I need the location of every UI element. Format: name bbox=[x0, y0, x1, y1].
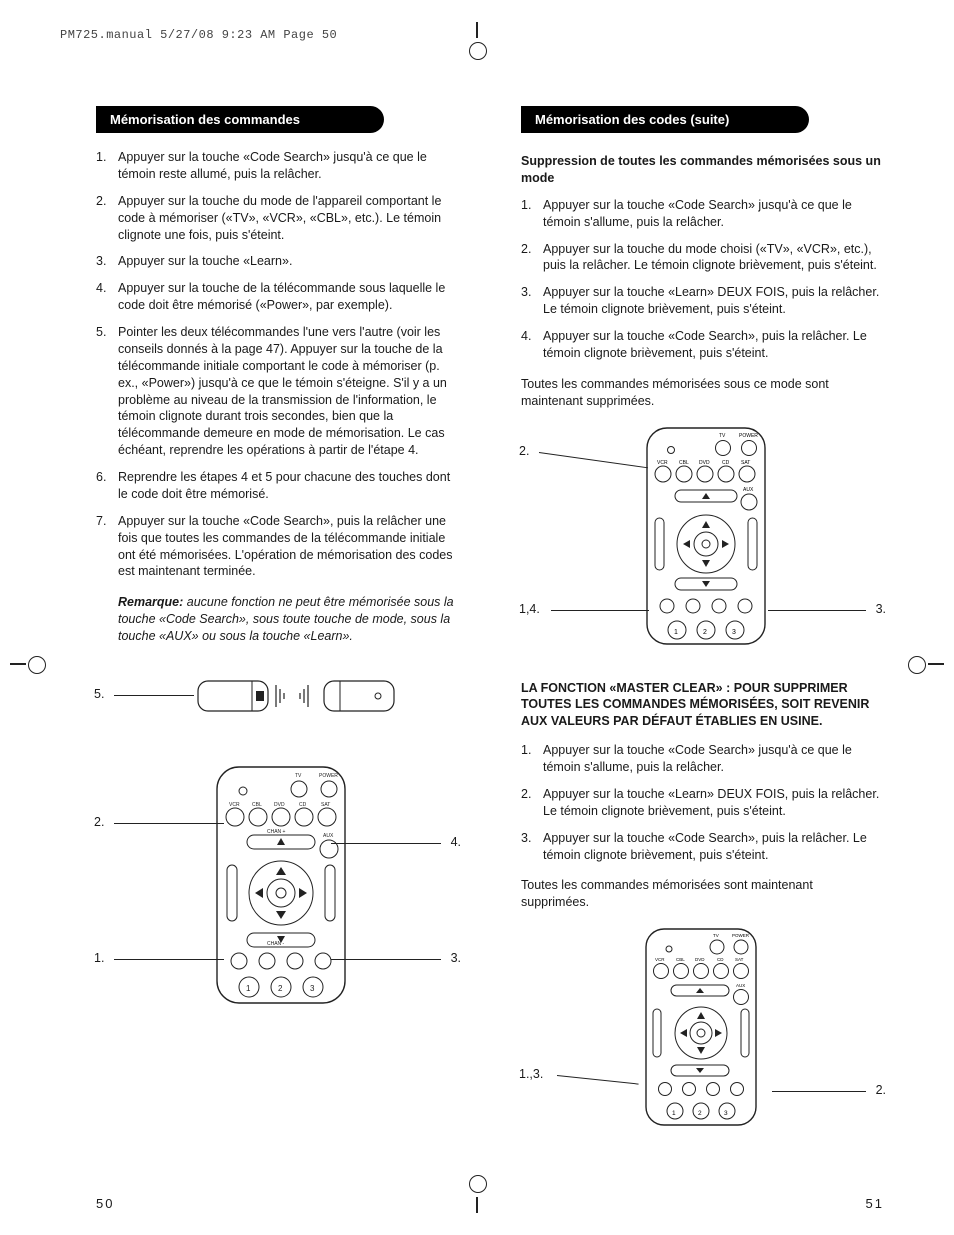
crop-mark-right bbox=[908, 656, 944, 672]
leader-line bbox=[551, 610, 649, 611]
list-item: Appuyer sur la touche «Code Search», pui… bbox=[543, 830, 884, 864]
leader-line bbox=[114, 823, 224, 824]
master-clear-heading: LA FONCTION «MASTER CLEAR» : POUR SUPPRI… bbox=[521, 680, 884, 731]
svg-text:CBL: CBL bbox=[679, 460, 689, 466]
svg-text:CD: CD bbox=[722, 460, 730, 466]
right-subheading: Suppression de toutes les commandes mémo… bbox=[521, 153, 884, 187]
leader-line bbox=[114, 695, 194, 696]
svg-text:TV: TV bbox=[719, 433, 726, 439]
svg-text:1: 1 bbox=[672, 1110, 676, 1117]
page-number-left: 50 bbox=[96, 1196, 114, 1211]
callout-label: 4. bbox=[451, 835, 461, 849]
list-item: Reprendre les étapes 4 et 5 pour chacune… bbox=[118, 469, 459, 503]
callout-label: 2. bbox=[94, 815, 104, 829]
svg-text:CBL: CBL bbox=[252, 802, 262, 808]
remote-icon: TV POWER VCR CBL DVD CD SAT AUX bbox=[641, 927, 761, 1127]
list-item: Appuyer sur la touche du mode de l'appar… bbox=[118, 193, 459, 244]
svg-text:3: 3 bbox=[724, 1110, 728, 1117]
left-steps: Appuyer sur la touche «Code Search» jusq… bbox=[96, 149, 459, 580]
svg-text:2: 2 bbox=[278, 984, 283, 993]
right-steps-b: Appuyer sur la touche «Code Search» jusq… bbox=[521, 742, 884, 863]
list-item: Appuyer sur la touche «Code Search» jusq… bbox=[543, 742, 884, 776]
callout-label: 5. bbox=[94, 687, 104, 701]
svg-text:AUX: AUX bbox=[743, 487, 754, 493]
svg-text:SAT: SAT bbox=[321, 802, 330, 808]
leader-line bbox=[557, 1075, 639, 1085]
remark-label: Remarque: bbox=[118, 595, 183, 609]
callout-label: 2. bbox=[519, 444, 529, 458]
right-steps-a: Appuyer sur la touche «Code Search» jusq… bbox=[521, 197, 884, 362]
list-item: Appuyer sur la touche du mode choisi («T… bbox=[543, 241, 884, 275]
crop-mark-bottom bbox=[469, 1177, 485, 1213]
list-item: Appuyer sur la touche «Learn» DEUX FOIS,… bbox=[543, 284, 884, 318]
svg-text:CD: CD bbox=[717, 957, 724, 962]
svg-text:POWER: POWER bbox=[319, 773, 338, 779]
svg-text:POWER: POWER bbox=[739, 433, 758, 439]
svg-text:DVD: DVD bbox=[699, 460, 710, 466]
svg-text:DVD: DVD bbox=[274, 802, 285, 808]
svg-text:VCR: VCR bbox=[657, 460, 668, 466]
svg-text:3: 3 bbox=[732, 629, 736, 636]
svg-text:TV: TV bbox=[713, 933, 719, 938]
svg-text:SAT: SAT bbox=[735, 957, 744, 962]
list-item: Appuyer sur la touche «Code Search», pui… bbox=[118, 513, 459, 581]
list-item: Appuyer sur la touche «Code Search» jusq… bbox=[543, 197, 884, 231]
figure-remote-left: 2. 1. 4. 3. TV POWER bbox=[96, 765, 459, 1015]
svg-text:AUX: AUX bbox=[323, 833, 334, 839]
svg-text:CHAN +: CHAN + bbox=[267, 829, 286, 835]
list-item: Appuyer sur la touche de la télécommande… bbox=[118, 280, 459, 314]
figure-remote-right-b: 1.,3. 2. TV POWER bbox=[521, 927, 884, 1127]
list-item: Appuyer sur la touche «Learn» DEUX FOIS,… bbox=[543, 786, 884, 820]
callout-label: 1,4. bbox=[519, 602, 540, 616]
list-item: Appuyer sur la touche «Learn». bbox=[118, 253, 459, 270]
right-section-header: Mémorisation des codes (suite) bbox=[521, 106, 809, 133]
figure-remote-right-a: 2. 1,4. 3. TV POWER bbox=[521, 426, 884, 656]
list-item: Appuyer sur la touche «Code Search» jusq… bbox=[118, 149, 459, 183]
svg-text:1: 1 bbox=[674, 629, 678, 636]
crop-mark-top bbox=[469, 22, 485, 58]
callout-label: 3. bbox=[451, 951, 461, 965]
left-section-header: Mémorisation des commandes bbox=[96, 106, 384, 133]
svg-text:CHAN -: CHAN - bbox=[267, 941, 285, 947]
callout-label: 3. bbox=[876, 602, 886, 616]
leader-line bbox=[539, 452, 648, 468]
callout-label: 1. bbox=[94, 951, 104, 965]
list-item: Appuyer sur la touche «Code Search», pui… bbox=[543, 328, 884, 362]
svg-text:TV: TV bbox=[295, 773, 302, 779]
callout-label: 1.,3. bbox=[519, 1067, 543, 1081]
page-number-right: 51 bbox=[866, 1196, 884, 1211]
remark-note: Remarque: aucune fonction ne peut être m… bbox=[118, 594, 459, 645]
svg-text:DVD: DVD bbox=[695, 957, 705, 962]
left-column: Mémorisation des commandes Appuyer sur l… bbox=[96, 106, 459, 1175]
two-remotes-icon bbox=[196, 671, 396, 721]
svg-text:3: 3 bbox=[310, 984, 315, 993]
svg-text:2: 2 bbox=[703, 629, 707, 636]
svg-text:CD: CD bbox=[299, 802, 307, 808]
svg-text:SAT: SAT bbox=[741, 460, 750, 466]
crop-mark-left bbox=[10, 656, 46, 672]
svg-text:VCR: VCR bbox=[655, 957, 665, 962]
leader-line bbox=[772, 1091, 866, 1092]
print-header: PM725.manual 5/27/08 9:23 AM Page 50 bbox=[60, 28, 337, 42]
svg-text:VCR: VCR bbox=[229, 802, 240, 808]
right-text-b: Toutes les commandes mémorisées sont mai… bbox=[521, 877, 884, 911]
svg-text:AUX: AUX bbox=[736, 983, 745, 988]
list-item: Pointer les deux télécommandes l'une ver… bbox=[118, 324, 459, 459]
svg-text:2: 2 bbox=[698, 1110, 702, 1117]
leader-line bbox=[114, 959, 224, 960]
svg-text:1: 1 bbox=[246, 984, 251, 993]
svg-text:CBL: CBL bbox=[676, 957, 685, 962]
remote-icon: TV POWER VCR CBL DVD CD SAT AUX bbox=[641, 426, 771, 646]
figure-two-remotes: 5. bbox=[96, 665, 459, 725]
leader-line bbox=[768, 610, 866, 611]
right-text-a: Toutes les commandes mémorisées sous ce … bbox=[521, 376, 884, 410]
right-column: Mémorisation des codes (suite) Suppressi… bbox=[521, 106, 884, 1175]
callout-label: 2. bbox=[876, 1083, 886, 1097]
svg-text:POWER: POWER bbox=[732, 933, 750, 938]
remote-icon: TV POWER VCR CBL DVD CD SAT bbox=[211, 765, 351, 1005]
